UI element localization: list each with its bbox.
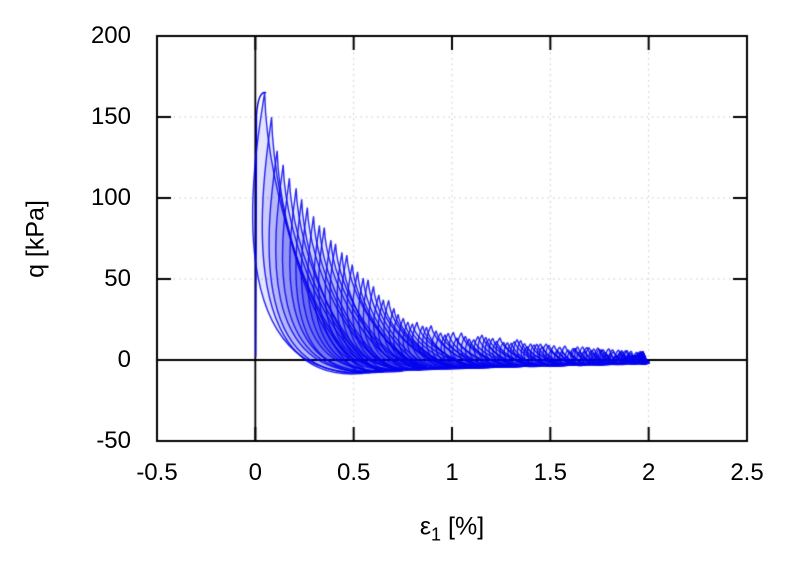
- y-tick-label: 150: [90, 103, 131, 130]
- y-axis-title: q [kPa]: [21, 200, 50, 278]
- y-tick-label: 0: [117, 346, 131, 373]
- x-axis-unit: [%]: [448, 512, 485, 541]
- x-tick-label: 1: [445, 459, 459, 486]
- x-tick-label: 0: [248, 459, 262, 486]
- x-tick-label: -0.5: [136, 459, 178, 486]
- y-tick-label: 200: [90, 22, 131, 49]
- x-tick-label: 2: [641, 459, 656, 486]
- x-axis-subscript: 1: [431, 524, 442, 545]
- y-tick-label: -50: [96, 427, 131, 454]
- x-axis-title: ε1 [%]: [420, 513, 484, 546]
- y-tick-label: 50: [104, 265, 131, 292]
- y-tick-label: 100: [90, 184, 131, 211]
- x-tick-label: 0.5: [336, 459, 371, 486]
- x-tick-label: 1.5: [533, 459, 568, 486]
- x-axis-symbol: ε: [419, 512, 432, 541]
- x-tick-label: 2.5: [730, 459, 764, 486]
